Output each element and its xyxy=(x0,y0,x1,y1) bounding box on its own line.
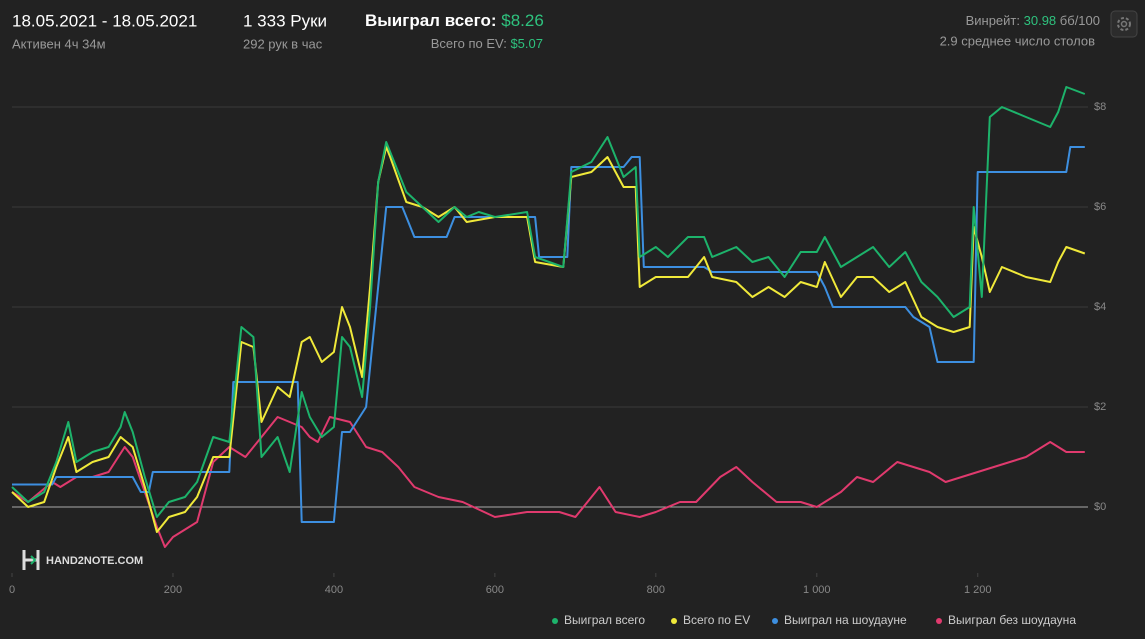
series-line xyxy=(11,416,1085,548)
series-line xyxy=(12,146,1085,523)
legend-marker xyxy=(936,618,942,624)
won-label: Выиграл всего: xyxy=(365,11,497,30)
legend-label: Выиграл без шоудауна xyxy=(948,613,1076,627)
x-tick-label: 200 xyxy=(164,584,182,596)
tables: 2.9 среднее число столов xyxy=(940,33,1096,48)
logo: HAND2NOTE.COM xyxy=(22,550,143,570)
x-tick-label: 0 xyxy=(9,584,15,596)
y-tick-label: $6 xyxy=(1094,201,1106,213)
hands-per-hour: 292 рук в час xyxy=(243,36,323,51)
legend-label: Выиграл на шоудауне xyxy=(784,613,907,627)
series-line xyxy=(11,146,1086,533)
won-total: Выиграл всего: $8.26 xyxy=(365,11,544,30)
y-tick-label: $4 xyxy=(1094,301,1106,313)
settings-button[interactable] xyxy=(1110,10,1138,38)
ev-label: Всего по EV: xyxy=(431,36,507,51)
y-tick-label: $2 xyxy=(1094,401,1106,413)
legend-marker xyxy=(772,618,778,624)
ev-total: Всего по EV: $5.07 xyxy=(431,36,543,51)
x-tick-label: 1 200 xyxy=(964,584,992,596)
plot: $0 $2 $4 $6 $8 0 200 400 600 800 1 000 1 200 xyxy=(9,86,1106,596)
hands: 1 333 Руки xyxy=(243,11,327,30)
winrate-value: 30.98 xyxy=(1024,13,1057,28)
x-tick-label: 400 xyxy=(325,584,343,596)
y-tick-label: $0 xyxy=(1094,501,1106,513)
logo-text: HAND2NOTE.COM xyxy=(46,555,143,567)
winrate-label: Винрейт: xyxy=(966,13,1020,28)
y-tick-label: $8 xyxy=(1094,101,1106,113)
x-tick-label: 1 000 xyxy=(803,584,831,596)
active-time: Активен 4ч 34м xyxy=(12,36,106,51)
winrate-unit: бб/100 xyxy=(1060,13,1100,28)
ev-value: $5.07 xyxy=(510,36,543,51)
legend-marker xyxy=(671,618,677,624)
won-value: $8.26 xyxy=(501,11,544,30)
x-tick-label: 600 xyxy=(486,584,504,596)
legend: Выиграл всего Всего по EV Выиграл на шоуда… xyxy=(552,613,1076,627)
date-range: 18.05.2021 - 18.05.2021 xyxy=(12,11,197,30)
winrate: Винрейт: 30.98 бб/100 xyxy=(966,13,1100,28)
legend-label: Всего по EV xyxy=(683,613,750,627)
legend-label: Выиграл всего xyxy=(564,613,645,627)
legend-marker xyxy=(552,618,558,624)
series-line xyxy=(11,86,1086,518)
x-tick-label: 800 xyxy=(647,584,665,596)
